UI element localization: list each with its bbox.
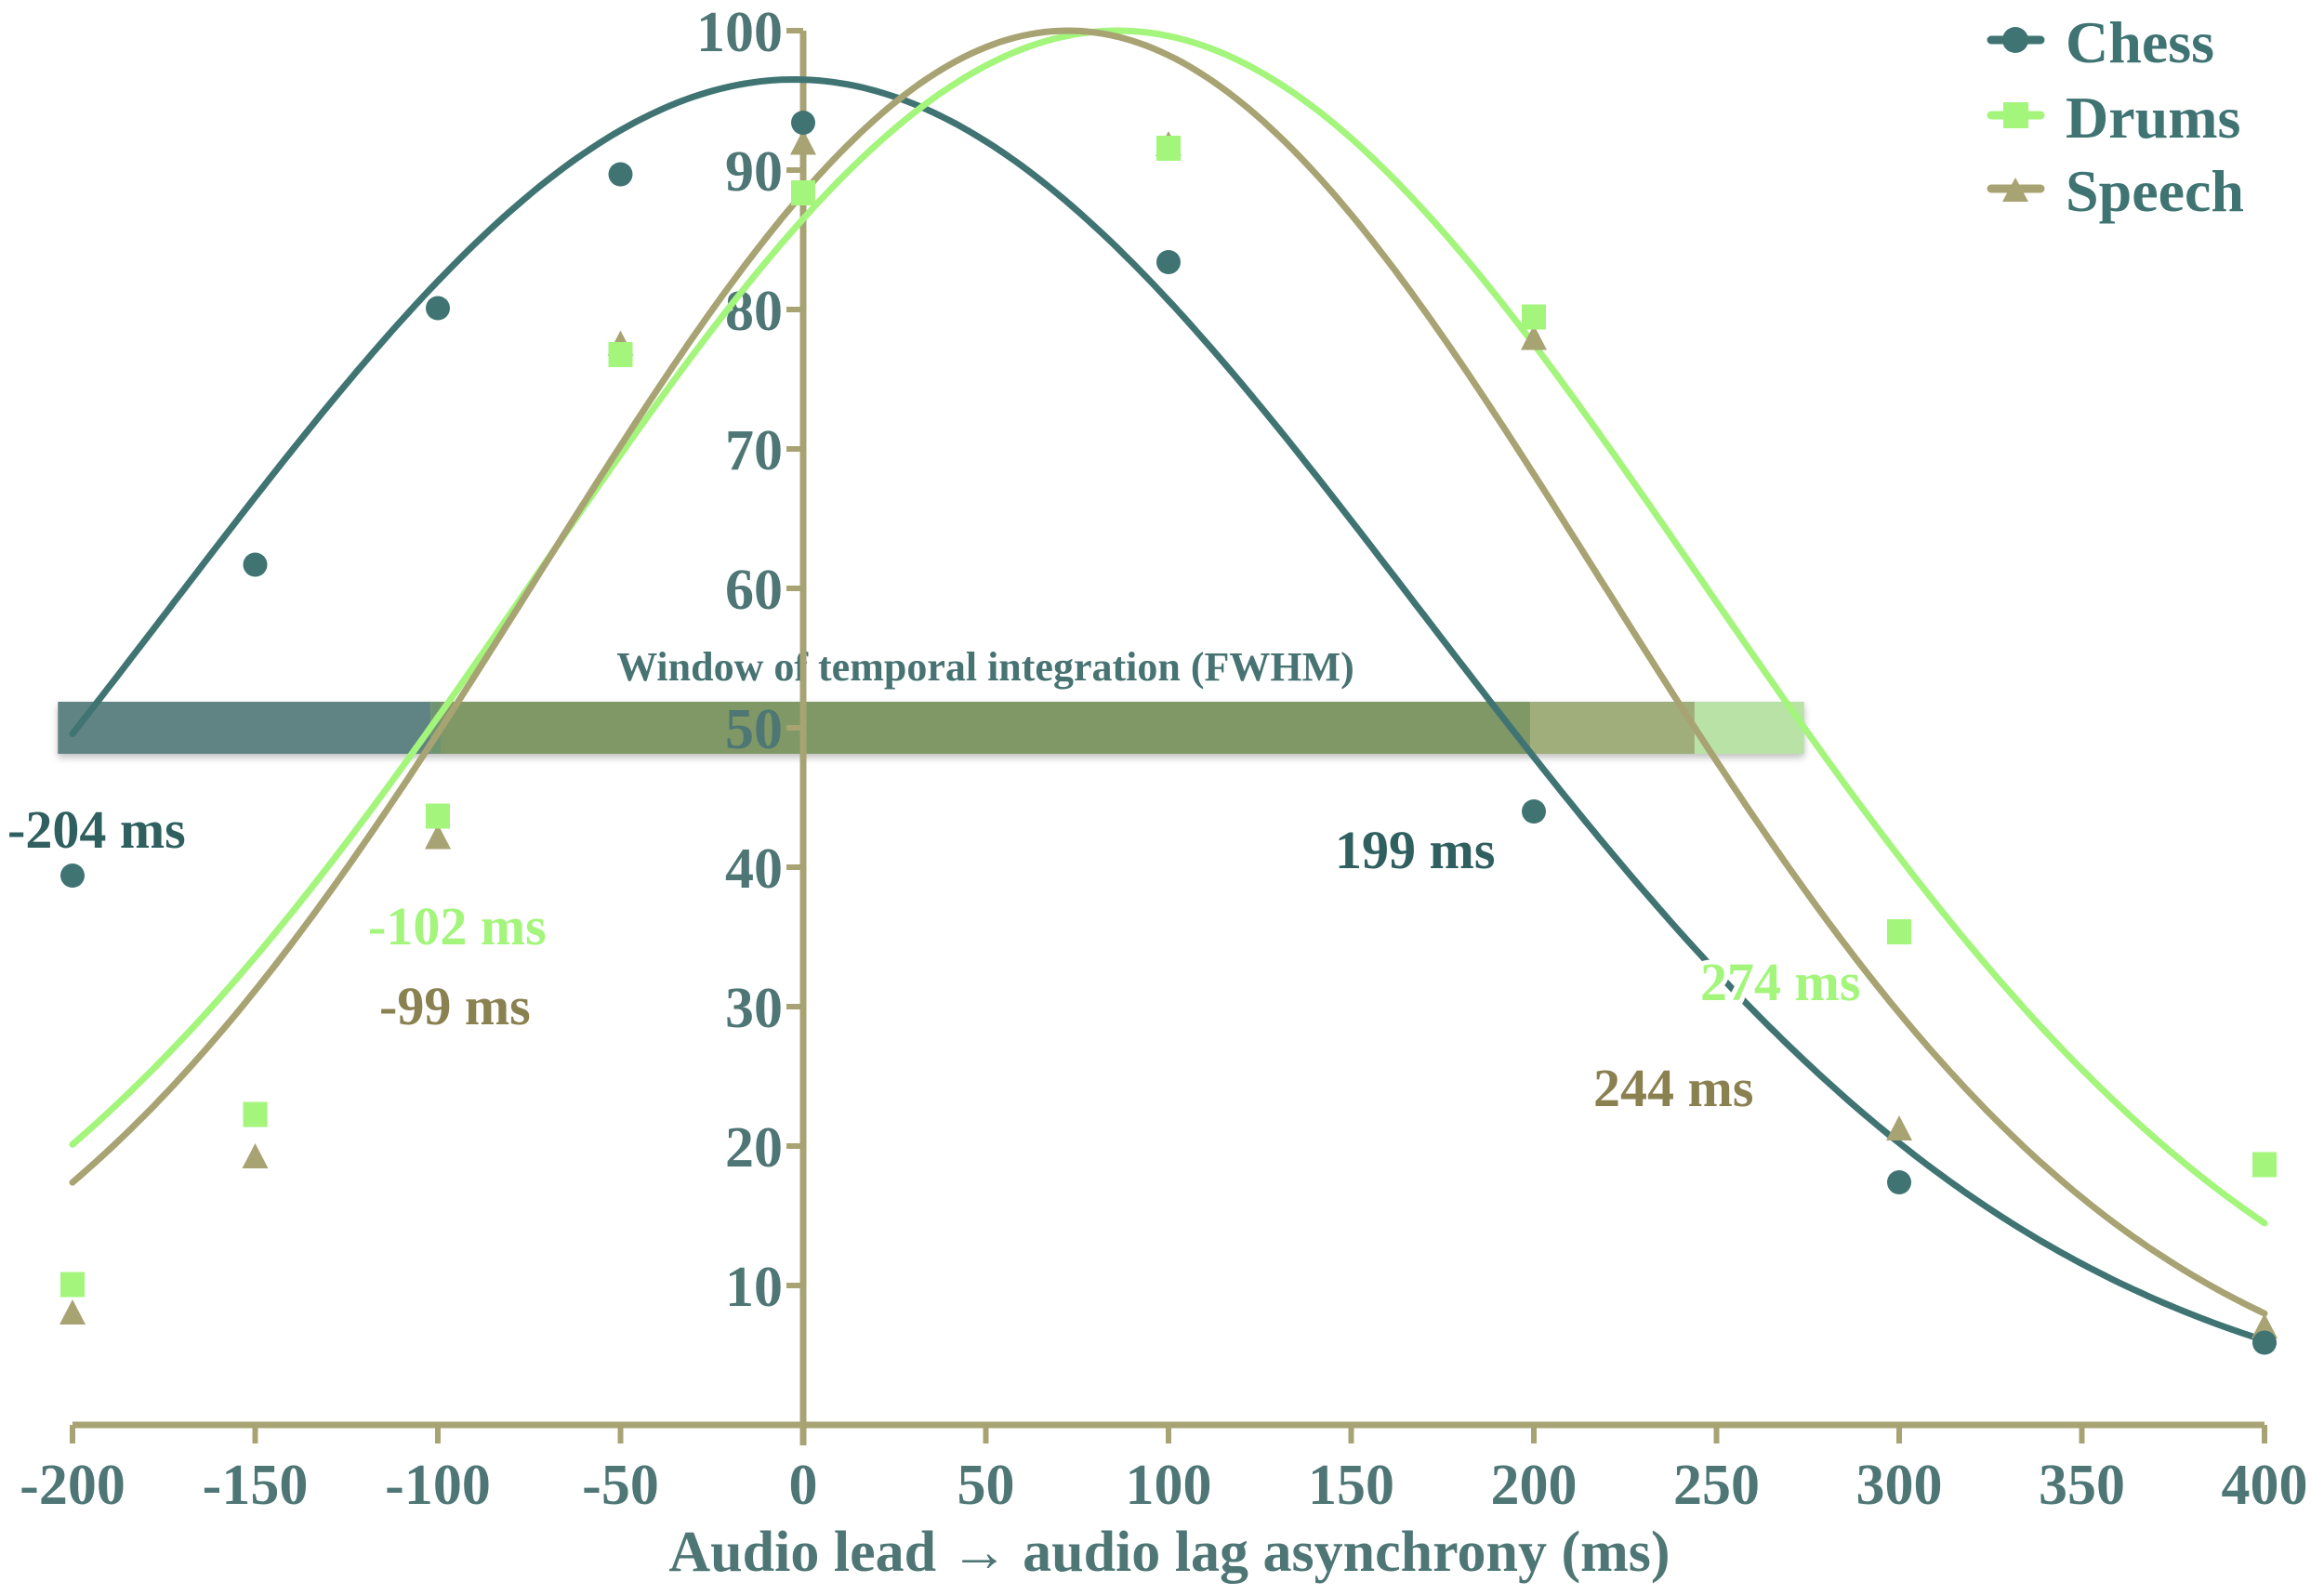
legend-label-speech: Speech	[2066, 158, 2244, 224]
x-tick-label: -200	[20, 1454, 125, 1517]
band-segment	[430, 702, 442, 754]
circle-marker-icon	[2002, 27, 2028, 53]
y-tick-label: 80	[725, 280, 783, 343]
chess-data-point	[1156, 250, 1181, 274]
speech-data-point	[425, 824, 451, 850]
drums-data-point	[243, 1101, 268, 1127]
x-tick-label: 50	[957, 1454, 1015, 1517]
x-tick-label: 300	[1856, 1454, 1943, 1517]
speech-data-point	[1521, 324, 1547, 350]
y-tick-label: 100	[696, 1, 783, 64]
y-tick-label: 40	[725, 837, 783, 901]
x-tick-label: 0	[789, 1454, 818, 1517]
drums-data-point	[1522, 304, 1546, 330]
axes: -200 -150 -100 -50 0 50 100 150 200 250 300 350 400 1…	[20, 1, 2307, 1517]
chess-data-point	[1522, 799, 1546, 824]
drums-data-point	[426, 803, 450, 829]
x-tick-label: -100	[385, 1454, 491, 1517]
band-title: Window of temporal integration (FWHM)	[616, 644, 1354, 690]
legend-item-drums: Drums	[1987, 85, 2240, 151]
legend-label-drums: Drums	[2066, 85, 2240, 151]
x-tick-label: -50	[582, 1454, 659, 1517]
triangle-marker-icon	[2002, 178, 2028, 202]
speech-data-point	[1886, 1115, 1912, 1140]
fit-curves	[69, 27, 2268, 1344]
x-tick-label: 150	[1308, 1454, 1394, 1517]
fwhm-band	[58, 702, 1804, 754]
legend-item-speech: Speech	[1987, 158, 2244, 224]
band-segment	[1530, 702, 1695, 754]
speech-data-point	[59, 1299, 86, 1325]
chess-data-point	[426, 296, 450, 321]
chess-right-fwhm-label: 199 ms	[1335, 820, 1495, 880]
drums-data-point	[1156, 136, 1181, 161]
chess-data-point	[608, 162, 633, 187]
drums-data-point	[608, 342, 633, 367]
drums-data-point	[2252, 1152, 2277, 1178]
data-points	[59, 111, 2278, 1355]
chess-fit-curve	[69, 75, 2268, 1344]
chess-data-point	[791, 111, 815, 135]
speech-left-fwhm-label: -99 ms	[379, 976, 531, 1036]
legend-item-chess: Chess	[1987, 9, 2214, 75]
speech-data-point	[242, 1143, 269, 1168]
chess-data-point	[60, 863, 85, 888]
chess-data-point	[243, 552, 268, 577]
drums-data-point	[791, 180, 815, 205]
x-tick-label: 350	[2039, 1454, 2125, 1517]
drums-right-fwhm-label: 274 ms	[1700, 952, 1860, 1012]
fwhm-labels: -204 ms 199 ms -102 ms 274 ms -99 ms 244…	[3, 795, 1865, 1123]
speech-fit-curve	[69, 27, 2268, 1317]
speech-data-point	[790, 129, 816, 155]
y-tick-label: 30	[725, 977, 783, 1040]
chess-data-point	[1887, 1170, 1911, 1194]
y-tick-label: 20	[725, 1116, 783, 1180]
chess-data-point	[2252, 1330, 2277, 1355]
x-axis-title: Audio lead → audio lag asynchrony (ms)	[668, 1521, 1670, 1584]
speech-right-fwhm-label: 244 ms	[1593, 1058, 1753, 1118]
speech-data-point	[2251, 1313, 2278, 1338]
drums-left-fwhm-label: -102 ms	[368, 896, 547, 956]
chess-left-fwhm-label: -204 ms	[7, 799, 186, 860]
band-segment	[1694, 702, 1804, 754]
x-tick-label: -150	[203, 1454, 309, 1517]
band-segment	[441, 702, 1531, 754]
band-segment	[58, 702, 431, 754]
legend-label-chess: Chess	[2066, 9, 2214, 75]
y-tick-label: 60	[725, 559, 783, 622]
x-tick-label: 100	[1126, 1454, 1212, 1517]
drums-data-point	[1887, 919, 1911, 944]
y-tick-label: 90	[725, 140, 783, 204]
x-tick-label: 200	[1491, 1454, 1578, 1517]
y-tick-label: 70	[725, 419, 783, 482]
x-tick-label: 250	[1673, 1454, 1760, 1517]
drums-fit-curve	[69, 27, 2268, 1227]
legend: Chess Drums Speech	[1987, 9, 2244, 224]
square-marker-icon	[2003, 102, 2028, 128]
drums-data-point	[60, 1272, 85, 1298]
y-tick-label: 50	[725, 698, 783, 761]
x-tick-label: 400	[2222, 1454, 2308, 1517]
y-tick-label: 10	[725, 1256, 783, 1319]
